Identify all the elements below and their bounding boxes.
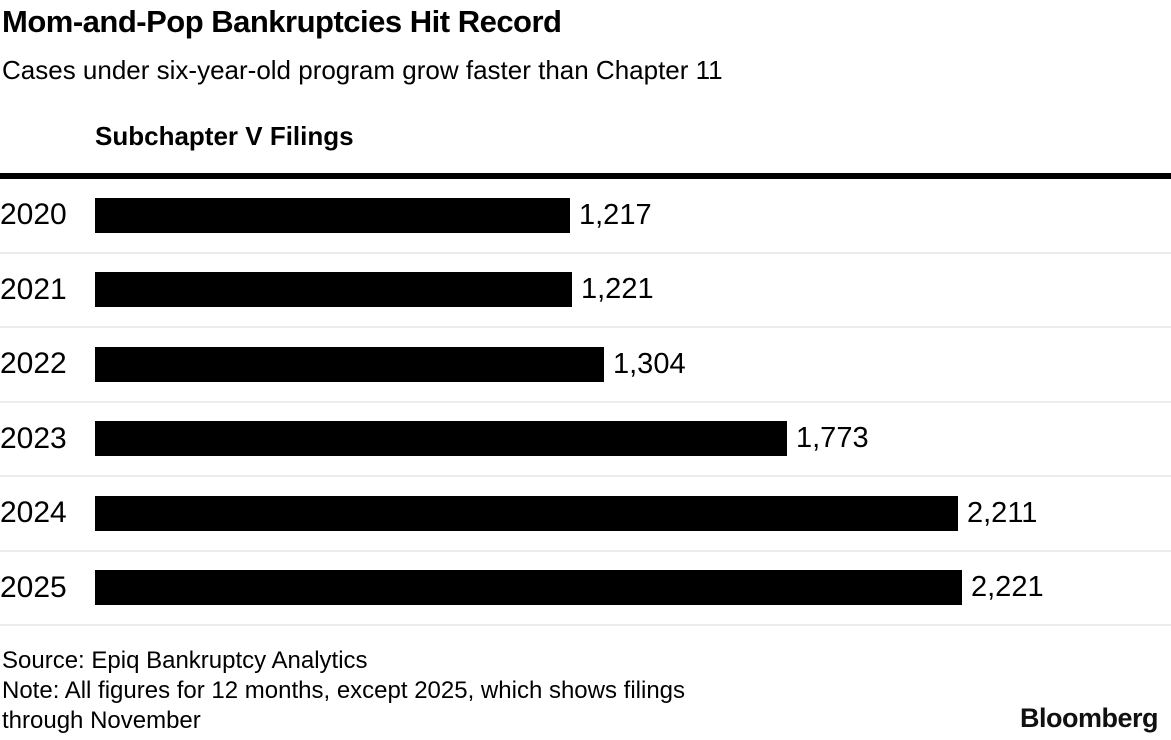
bar bbox=[95, 346, 604, 382]
bar-row-year-label: 2024 bbox=[0, 496, 67, 530]
bar bbox=[95, 421, 787, 457]
bar-value-label: 1,773 bbox=[796, 422, 869, 455]
chart-row: 2022 1,304 bbox=[0, 328, 1171, 403]
bar-value-label: 1,217 bbox=[579, 198, 652, 231]
chart-title: Mom-and-Pop Bankruptcies Hit Record bbox=[2, 4, 562, 39]
note-line-2: through November bbox=[2, 707, 201, 734]
chart-top-rule bbox=[0, 173, 1171, 179]
source-line: Source: Epiq Bankruptcy Analytics bbox=[2, 647, 368, 674]
chart-subtitle: Cases under six-year-old program grow fa… bbox=[2, 55, 723, 85]
bar-value-label: 2,221 bbox=[971, 571, 1044, 604]
bar-value-label: 1,304 bbox=[613, 347, 686, 380]
bar-row-year-label: 2022 bbox=[0, 347, 67, 381]
bar-row-year-label: 2020 bbox=[0, 198, 67, 232]
bar bbox=[95, 272, 572, 308]
bar-chart-rows: 2020 1,217 2021 1,221 2022 1,304 2023 1,… bbox=[0, 179, 1171, 626]
chart-row: 2023 1,773 bbox=[0, 403, 1171, 477]
bloomberg-logo: Bloomberg bbox=[1019, 703, 1159, 733]
bar-row-year-label: 2025 bbox=[0, 570, 67, 604]
chart-row: 2025 2,221 bbox=[0, 552, 1171, 626]
chart-footer: Source: Epiq Bankruptcy Analytics Note: … bbox=[2, 646, 1171, 736]
bar-value-label: 1,221 bbox=[581, 273, 654, 306]
series-label: Subchapter V Filings bbox=[95, 121, 354, 151]
bar bbox=[95, 197, 570, 233]
bar-row-year-label: 2023 bbox=[0, 421, 67, 455]
bar-row-year-label: 2021 bbox=[0, 272, 67, 306]
note-line-1: Note: All figures for 12 months, except … bbox=[2, 677, 686, 704]
chart-row: 2021 1,221 bbox=[0, 254, 1171, 328]
bar bbox=[95, 495, 958, 531]
chart-row: 2020 1,217 bbox=[0, 179, 1171, 254]
bar-value-label: 2,211 bbox=[967, 496, 1038, 529]
bar bbox=[95, 570, 962, 606]
chart-row: 2024 2,211 bbox=[0, 477, 1171, 552]
